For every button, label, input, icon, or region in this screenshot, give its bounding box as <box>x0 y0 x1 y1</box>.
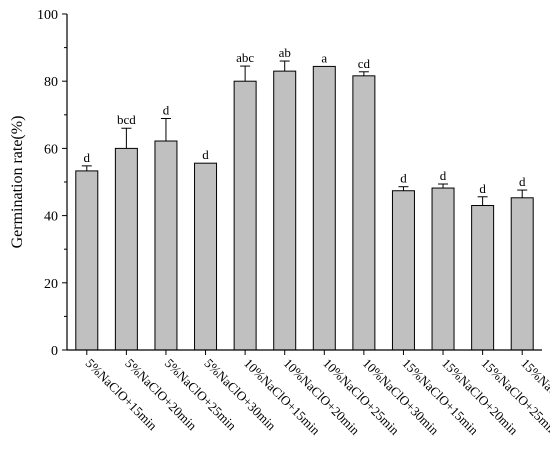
x-tick-label-3: 5%NaClO+25min <box>162 356 240 434</box>
bar-4 <box>194 162 218 351</box>
y-tick-label-80: 80 <box>44 75 58 90</box>
error-bar-5 <box>240 65 251 82</box>
bar-9 <box>391 190 415 351</box>
y-tick-label-40: 40 <box>44 210 58 225</box>
significance-label-3: d <box>163 102 170 117</box>
error-bar-9 <box>398 186 409 191</box>
x-tick-label-1: 5%NaClO+15min <box>83 356 161 434</box>
y-tick-label-0: 0 <box>51 344 58 359</box>
error-bar-10 <box>438 183 449 189</box>
bar-5 <box>233 80 257 351</box>
bar-7 <box>312 65 336 351</box>
error-bar-11 <box>477 196 488 206</box>
error-bar-3 <box>160 117 171 142</box>
x-tick-label-4: 5%NaClO+30min <box>201 356 279 434</box>
significance-label-4: d <box>202 147 209 162</box>
y-tick-label-60: 60 <box>44 142 58 157</box>
y-axis-title: Germination rate(%) <box>9 116 26 249</box>
x-tick-label-2: 5%NaClO+20min <box>122 356 200 434</box>
significance-label-7: a <box>321 50 327 65</box>
error-bar-8 <box>358 71 369 76</box>
error-bar-1 <box>81 165 92 171</box>
y-ticks-group: 0 20 40 60 80 100 <box>37 8 67 359</box>
error-bar-6 <box>279 60 290 72</box>
bar-11 <box>471 205 495 351</box>
significance-label-10: d <box>440 168 447 183</box>
error-bar-2 <box>121 127 132 149</box>
bars-group <box>75 65 534 351</box>
significance-label-5: abc <box>236 50 254 65</box>
axes-group <box>66 14 542 351</box>
significance-labels-group: d bcd d d abc ab a cd d d d d <box>84 45 526 196</box>
significance-label-12: d <box>519 174 526 189</box>
bar-12 <box>510 197 534 351</box>
significance-label-11: d <box>479 181 486 196</box>
y-tick-label-100: 100 <box>37 8 58 23</box>
bar-8 <box>352 75 376 351</box>
x-ticks-group: 5%NaClO+15min5%NaClO+20min5%NaClO+25min5… <box>83 350 550 438</box>
error-bar-12 <box>517 189 528 198</box>
significance-label-8: cd <box>358 56 371 71</box>
significance-label-6: ab <box>279 45 291 60</box>
bar-3 <box>154 140 178 351</box>
bar-2 <box>114 147 138 351</box>
significance-label-9: d <box>400 171 407 186</box>
significance-label-2: bcd <box>117 112 136 127</box>
error-bars-group <box>81 60 528 206</box>
y-tick-label-20: 20 <box>44 277 58 292</box>
bar-1 <box>75 170 99 351</box>
bar-6 <box>273 70 297 351</box>
significance-label-1: d <box>84 150 91 165</box>
bar-10 <box>431 187 455 351</box>
